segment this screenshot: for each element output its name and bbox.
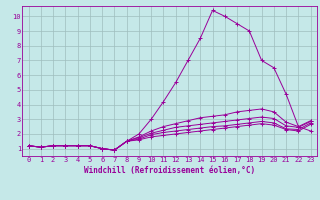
X-axis label: Windchill (Refroidissement éolien,°C): Windchill (Refroidissement éolien,°C) [84,166,255,175]
